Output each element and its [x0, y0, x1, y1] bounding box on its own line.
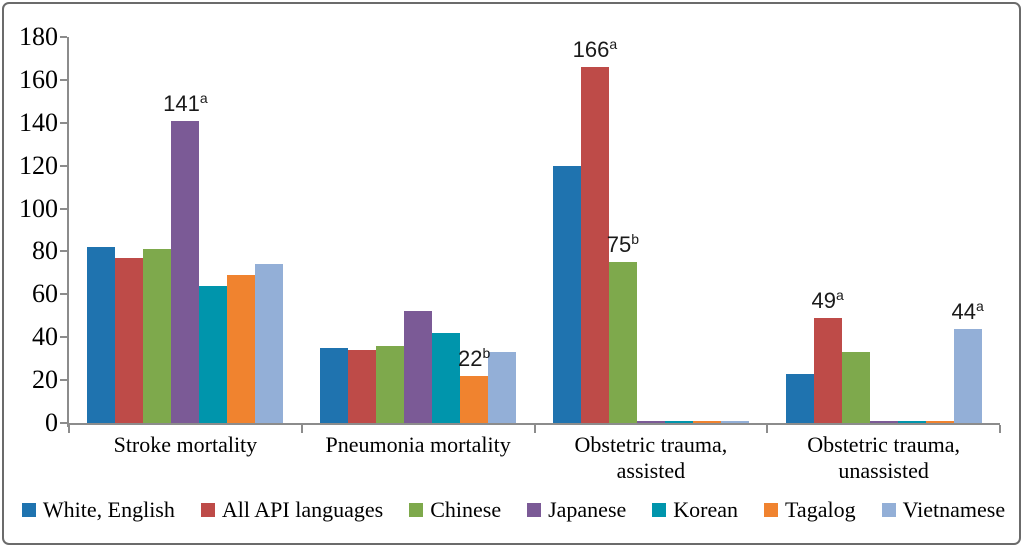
bar	[785, 373, 814, 423]
legend-swatch	[200, 503, 215, 517]
y-axis-tick	[60, 207, 67, 210]
legend-item: Korean	[652, 498, 738, 522]
y-axis-tick	[60, 164, 67, 167]
bar	[143, 249, 172, 423]
bar	[841, 352, 870, 423]
legend: White, English All API languages Chinese Ja…	[4, 498, 1023, 522]
legend-label: All API languages	[221, 497, 384, 522]
bar	[320, 347, 349, 423]
x-axis-tick	[999, 425, 1001, 433]
bar	[692, 420, 721, 423]
y-axis-tick	[60, 121, 67, 124]
x-axis-tick	[68, 425, 70, 433]
y-tick-label: 40	[32, 322, 58, 352]
x-axis-tick	[300, 425, 303, 433]
category-label: Obstetric trauma, assisted	[574, 432, 728, 483]
bar	[953, 328, 982, 423]
bar-value-label: 141a	[163, 89, 208, 116]
legend-label: Korean	[673, 497, 739, 522]
y-tick-label: 80	[32, 236, 58, 266]
x-axis-tick	[533, 425, 536, 433]
bar	[199, 285, 228, 423]
y-tick-label: 160	[19, 64, 58, 94]
y-tick-label: 180	[19, 22, 58, 51]
legend-item: All API languages	[200, 497, 384, 522]
bar	[869, 420, 898, 423]
legend-swatch	[881, 503, 896, 517]
y-tick-label: 100	[19, 193, 58, 223]
legend-swatch	[652, 503, 667, 517]
y-axis-tick	[60, 78, 67, 81]
category-label: Pneumonia mortality	[325, 432, 511, 457]
bar	[115, 257, 144, 423]
y-axis-line	[67, 37, 69, 427]
bar	[171, 120, 200, 423]
category-axis: Stroke mortality Pneumonia mortality Obste…	[69, 432, 1000, 490]
category-label: Stroke mortality	[113, 432, 258, 457]
bar	[664, 420, 693, 423]
legend-label: Japanese	[548, 497, 627, 522]
bar	[813, 317, 842, 423]
category-label: Obstetric trauma, unassisted	[807, 432, 960, 483]
y-tick-label: 60	[32, 279, 58, 309]
legend-swatch	[764, 503, 779, 517]
y-tick-label: 0	[45, 408, 58, 437]
bar	[552, 165, 581, 423]
y-tick-label: 20	[32, 365, 58, 395]
bar	[376, 345, 405, 423]
bar-value-label: 22b	[457, 344, 491, 371]
legend-label: White, English	[42, 497, 175, 522]
bar	[608, 262, 637, 423]
y-axis-tick	[60, 379, 67, 382]
y-axis-tick	[60, 293, 67, 296]
y-axis-tick	[60, 250, 67, 253]
y-tick-label: 140	[19, 107, 58, 137]
bar	[460, 375, 489, 423]
legend-swatch	[527, 503, 542, 517]
legend-label: Chinese	[430, 497, 502, 522]
bar	[488, 352, 517, 423]
y-tick-label: 120	[19, 150, 58, 180]
legend-swatch	[409, 503, 424, 517]
y-axis-tick	[60, 422, 67, 424]
x-axis-line	[67, 423, 1000, 425]
bar	[348, 350, 377, 423]
legend-item: White, English	[21, 497, 175, 522]
bar-value-label: 49a	[811, 286, 844, 313]
bar	[255, 264, 284, 423]
bar	[925, 420, 954, 423]
bar-value-label: 75b	[606, 231, 640, 258]
legend-label: Vietnamese	[902, 497, 1006, 522]
x-axis-tick	[766, 425, 769, 433]
bar	[404, 311, 433, 423]
bar	[636, 420, 665, 423]
bar	[720, 420, 749, 423]
bar	[87, 247, 116, 423]
bar	[432, 332, 461, 423]
legend-item: Japanese	[527, 498, 626, 522]
legend-label: Tagalog	[785, 497, 856, 522]
legend-item: Vietnamese	[881, 497, 1006, 522]
bar	[580, 67, 609, 423]
bar	[227, 275, 256, 423]
legend-item: Tagalog	[764, 498, 856, 522]
bar-value-label: 44a	[951, 297, 984, 324]
bar-value-label: 166a	[572, 36, 618, 63]
bar	[897, 420, 926, 423]
legend-item: Chinese	[409, 498, 501, 522]
legend-swatch	[21, 503, 36, 517]
plot-area: 0 20 40 60 80 100 120 140 160 180 141a 22b 166a 75b 4…	[19, 24, 1001, 436]
y-axis-tick	[60, 336, 67, 339]
y-axis-tick	[60, 36, 67, 38]
